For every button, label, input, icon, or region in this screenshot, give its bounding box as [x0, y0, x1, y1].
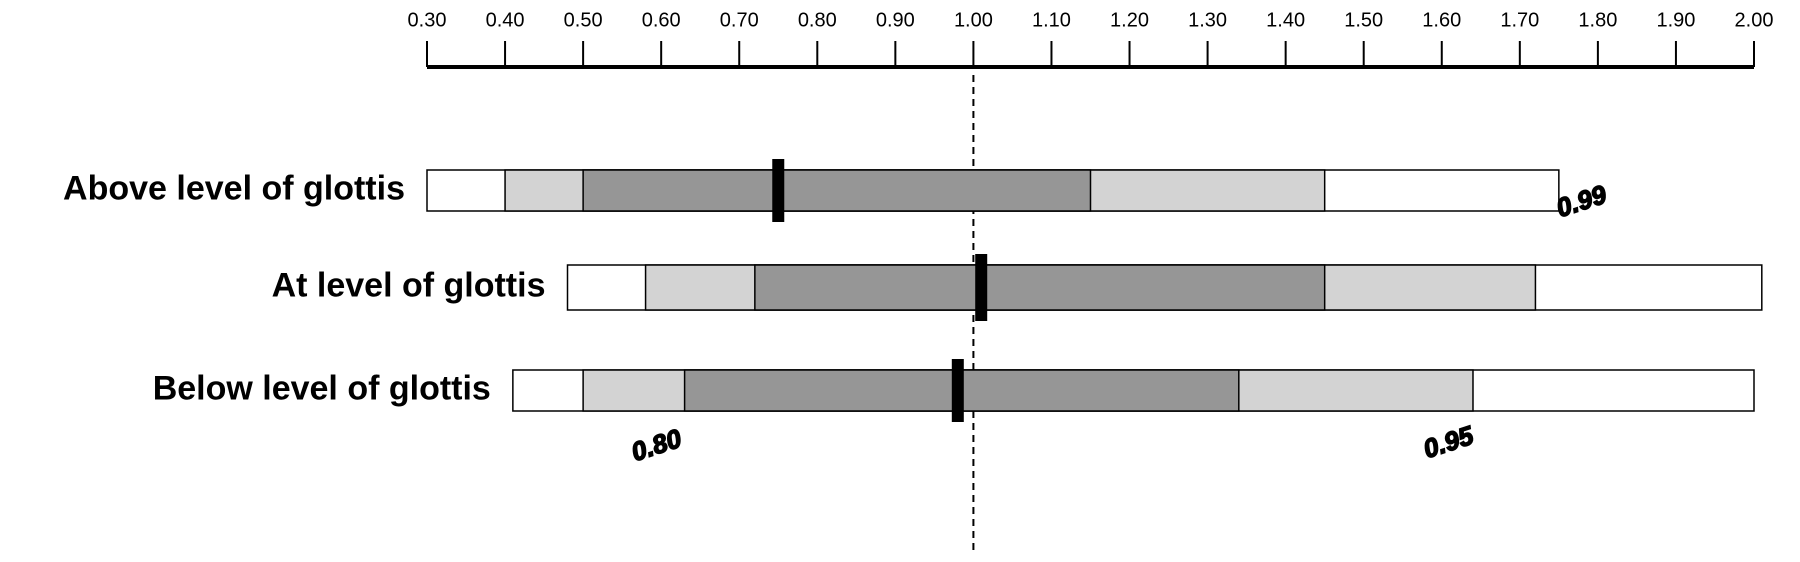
- x-tick-label: 1.10: [1032, 9, 1071, 31]
- x-tick-label: 1.00: [954, 9, 993, 31]
- x-tick-label: 1.80: [1578, 9, 1617, 31]
- x-tick-label: 1.20: [1110, 9, 1149, 31]
- row-label: Below level of glottis: [153, 369, 491, 407]
- annotation: 0.95: [1420, 420, 1478, 464]
- x-tick-label: 1.70: [1500, 9, 1539, 31]
- x-tick-label: 0.80: [798, 9, 837, 31]
- x-tick-label: 1.40: [1266, 9, 1305, 31]
- median-marker: [951, 359, 964, 422]
- x-tick-label: 2.00: [1735, 9, 1774, 31]
- interval-bar: [582, 169, 1092, 212]
- x-tick-label: 0.60: [642, 9, 681, 31]
- x-tick-label: 0.40: [486, 9, 525, 31]
- annotation: 0.80: [628, 423, 686, 467]
- annotation: 0.99: [1553, 179, 1611, 223]
- interval-bar: [754, 264, 1326, 311]
- row-label: Above level of glottis: [63, 169, 405, 207]
- median-marker: [772, 159, 785, 222]
- median-marker: [975, 254, 988, 321]
- x-tick-label: 0.90: [876, 9, 915, 31]
- x-tick-label: 1.50: [1344, 9, 1383, 31]
- x-tick-label: 0.30: [408, 9, 447, 31]
- row-label: At level of glottis: [272, 266, 546, 304]
- x-tick-label: 1.90: [1656, 9, 1695, 31]
- x-tick-label: 1.60: [1422, 9, 1461, 31]
- x-tick-label: 0.50: [564, 9, 603, 31]
- x-tick-label: 0.70: [720, 9, 759, 31]
- x-tick-label: 1.30: [1188, 9, 1227, 31]
